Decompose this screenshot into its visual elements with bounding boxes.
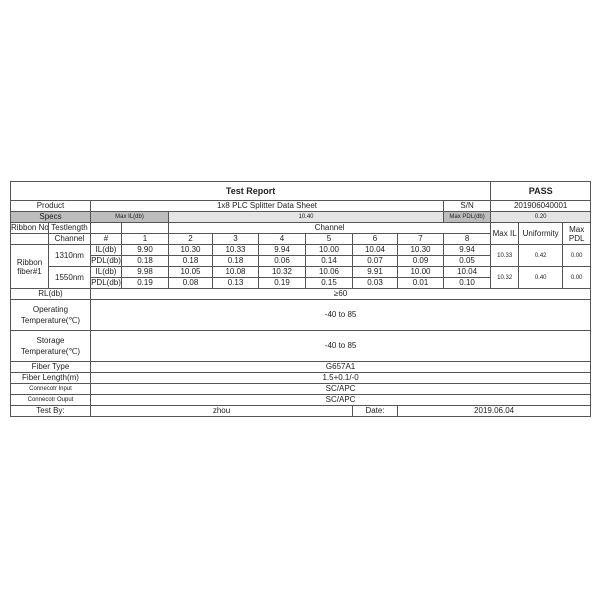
- channel-number: 2: [168, 233, 213, 245]
- measure-label: IL(db): [90, 244, 122, 256]
- measure-value: 10.06: [305, 266, 353, 278]
- measure-value: 0.13: [212, 277, 259, 289]
- max-il-value: 10.33: [490, 244, 520, 267]
- uniformity-value: 0.42: [518, 244, 564, 267]
- operating-temp-label: Operating Temperature(℃): [10, 299, 91, 331]
- channel-number: 1: [121, 233, 169, 245]
- measure-label: PDL(db): [90, 255, 122, 267]
- measure-value: 0.03: [352, 277, 398, 289]
- measure-value: 10.00: [305, 244, 353, 256]
- product-label: Product: [10, 200, 91, 212]
- product-value: 1x8 PLC Splitter Data Sheet: [90, 200, 444, 212]
- result-badge: PASS: [490, 181, 592, 201]
- max-il-header: Max IL: [490, 222, 520, 245]
- max-pdl-spec-value: 0.20: [490, 211, 592, 223]
- measure-value: 0.19: [258, 277, 306, 289]
- hash-header: #: [90, 233, 122, 245]
- rl-value: ≥60: [89, 288, 592, 300]
- date-value: 2019.06.04: [396, 405, 592, 417]
- measure-value: 10.08: [212, 266, 259, 278]
- measure-value: 10.04: [352, 244, 398, 256]
- fiber-type-value: G657A1: [89, 361, 592, 373]
- measure-value: 9.90: [121, 244, 169, 256]
- channel-number: 5: [305, 233, 353, 245]
- measure-value: 10.32: [258, 266, 306, 278]
- channel-number: 3: [212, 233, 259, 245]
- channel-number: 8: [442, 233, 492, 245]
- report-title: Test Report: [9, 181, 492, 201]
- connector-output-label: Connecotr Ouput: [10, 394, 91, 406]
- measure-value: 0.18: [212, 255, 259, 267]
- measure-value: 0.08: [168, 277, 213, 289]
- max-il-spec-label: Max IL(db): [90, 211, 169, 223]
- measure-value: 0.18: [168, 255, 213, 267]
- max-pdl-value: 0.00: [562, 266, 592, 289]
- max-pdl-header: Max PDL: [562, 222, 592, 245]
- measure-value: 0.09: [397, 255, 444, 267]
- measure-value: 0.15: [305, 277, 353, 289]
- measure-label: PDL(db): [90, 277, 122, 289]
- uniformity-header: Uniformity: [518, 222, 564, 245]
- sn-value: 201906040001: [490, 200, 592, 212]
- max-il-value: 10.32: [490, 266, 520, 289]
- measure-value: 0.05: [442, 255, 492, 267]
- uniformity-value: 0.40: [518, 266, 564, 289]
- data-row: 1550nm IL(db) 9.98 10.05 10.08 10.32 10.06 9.91…: [11, 266, 592, 289]
- rl-label: RL(db): [10, 288, 91, 300]
- channel-number: 4: [258, 233, 306, 245]
- max-pdl-spec-label: Max PDL(db): [442, 211, 492, 223]
- measure-value: 0.19: [121, 277, 169, 289]
- date-label: Date:: [352, 405, 398, 417]
- measure-value: 0.07: [352, 255, 398, 267]
- storage-temp-value: -40 to 85: [89, 330, 592, 362]
- connector-output-value: SC/APC: [89, 394, 592, 406]
- wavelength-label: 1550nm: [48, 266, 91, 289]
- max-il-spec-value: 10.40: [168, 211, 444, 223]
- channel-number: 7: [397, 233, 444, 245]
- fiber-type-label: Fiber Type: [10, 361, 91, 373]
- measure-label: IL(db): [90, 266, 122, 278]
- channel-header: Channel: [48, 233, 91, 245]
- test-report-table: Test Report PASS Product 1x8 PLC Splitte…: [9, 181, 592, 417]
- empty-cell: [90, 222, 122, 234]
- measure-value: 9.94: [258, 244, 306, 256]
- wavelength-label: 1310nm: [48, 244, 91, 267]
- testlength-header: Testlength: [48, 222, 91, 234]
- channel-number: 6: [352, 233, 398, 245]
- data-row: Ribbon fiber#1 1310nm IL(db) 9.90 10.30 10.33…: [10, 244, 592, 289]
- measure-value: 9.91: [352, 266, 398, 278]
- fiber-length-label: Fiber Length(m): [10, 372, 91, 384]
- specs-label: Specs: [10, 211, 91, 223]
- ribbon-label: Ribbon fiber#1: [10, 244, 49, 289]
- operating-temp-value: -40 to 85: [89, 299, 592, 331]
- ribbon-no-header: Ribbon No: [10, 222, 49, 234]
- measure-value: 10.05: [168, 266, 213, 278]
- test-by-label: Test By:: [10, 405, 91, 417]
- connector-input-label: Connecotr Input: [10, 383, 91, 395]
- measure-value: 0.10: [442, 277, 492, 289]
- fiber-length-value: 1.5+0.1/-0: [89, 372, 592, 384]
- channel-group-header: Channel: [167, 222, 492, 234]
- empty-cell: [121, 222, 169, 234]
- measure-value: 0.06: [258, 255, 306, 267]
- measure-value: 10.04: [442, 266, 492, 278]
- storage-temp-label: Storage Temperature(℃): [10, 330, 91, 362]
- sn-label: S/N: [442, 200, 492, 212]
- test-by-value: zhou: [90, 405, 353, 417]
- measure-value: 9.94: [442, 244, 492, 256]
- measure-value: 9.98: [121, 266, 169, 278]
- measure-value: 0.18: [121, 255, 169, 267]
- max-pdl-value: 0.00: [562, 244, 592, 267]
- empty-cell: [10, 233, 49, 245]
- measure-value: 10.30: [397, 244, 444, 256]
- measure-value: 10.30: [168, 244, 213, 256]
- measure-value: 0.14: [305, 255, 353, 267]
- connector-input-value: SC/APC: [89, 383, 592, 395]
- measure-value: 0.01: [397, 277, 444, 289]
- measure-value: 10.00: [397, 266, 444, 278]
- measure-value: 10.33: [212, 244, 259, 256]
